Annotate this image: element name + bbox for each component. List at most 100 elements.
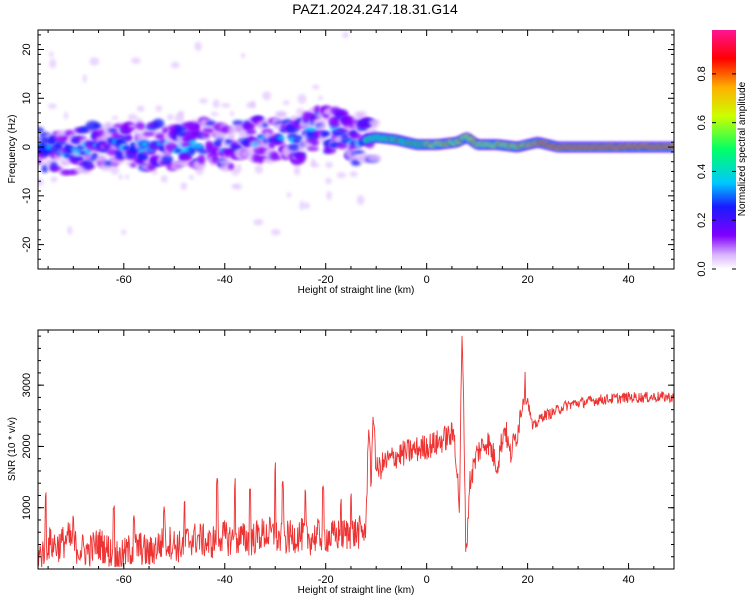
spectral-blob [82,74,87,83]
colorbar-tick-label: 0.4 [696,164,708,179]
spectral-blob [336,172,347,179]
spectral-blob [296,108,305,116]
y-tick-label: 3000 [21,373,33,397]
spectral-blob [253,219,264,226]
x-tick-label: 20 [521,574,533,586]
spectrogram-ylabel: Frequency (Hz) [7,115,18,184]
spectral-blob [329,120,342,128]
spectral-blob [310,158,316,167]
spectral-blob [56,136,70,142]
spectral-blob [38,127,45,133]
spectral-blob [205,120,216,126]
spectral-blob [50,165,63,172]
x-tick-label: -40 [217,274,233,286]
spectral-blob [49,58,57,69]
spectral-blob [296,152,307,163]
spectral-blob [92,123,102,129]
spectral-blob [311,84,320,90]
spectral-blob [325,161,333,169]
chart-title: PAZ1.2024.247.18.31.G14 [292,1,458,17]
spectral-blob [41,164,49,173]
spectral-blob [125,174,130,180]
spectral-blob [43,148,52,154]
spectral-blob [224,138,233,144]
spectral-blob [130,162,137,168]
spectral-blob [155,105,163,112]
spectral-blob [349,171,358,177]
spectral-blob [246,129,257,135]
spectral-blob [306,146,320,152]
spectral-blob [194,41,202,51]
spectral-blob [351,150,365,155]
spectral-blob [263,131,272,141]
colorbar-tick-label: 0.2 [696,213,708,228]
spectral-blob [211,153,220,164]
colorbar-label: Normalized spectral amplitude [737,81,748,216]
x-tick-label: -60 [116,274,132,286]
spectral-blob [322,131,331,137]
colorbar-tick-label: 0.8 [696,66,708,81]
spectrogram-frame [37,29,675,270]
spectral-blob [49,51,54,58]
spectral-blob [277,135,286,141]
spectral-blob [59,159,71,166]
spectral-blob [310,138,320,147]
spectral-blob [132,129,139,136]
spectral-blob [118,173,123,180]
spectral-blob [243,122,256,129]
spectral-blob [235,163,242,174]
spectral-blob [202,128,215,134]
spectral-blob [63,111,69,120]
colorbar-axis: 0.0 0.2 0.4 0.6 0.8 [696,66,736,277]
spectral-blob [314,105,321,114]
snr-panel: -60 -40 -20 0 20 40 1000 2000 3000 Height of str… [7,329,675,596]
spectral-blob [85,164,96,169]
spectral-blob [318,95,324,101]
spectral-blob [227,132,235,140]
spectral-blob [336,142,348,150]
spectral-blob [161,126,169,135]
spectrogram-axes: -60 -40 -20 0 20 40 -20 -10 0 10 20 [21,30,674,286]
spectral-blob [275,111,287,118]
spectral-blob [230,110,235,117]
spectral-blob [282,100,290,106]
spectral-blob [293,166,301,176]
spectral-blob [96,154,107,163]
spectral-blob [89,57,100,66]
spectral-blob [50,176,58,183]
spectral-blob [104,121,113,129]
spectral-blob [152,118,165,129]
y-tick-label: 0 [21,144,33,150]
spectral-blob [246,102,256,109]
spectral-blob [308,127,317,133]
snr-axes: -60 -40 -20 0 20 40 1000 2000 3000 [21,330,674,586]
colorbar-tick-label: 0.0 [696,261,708,276]
x-tick-label: 20 [521,274,533,286]
spectral-blob [254,164,263,174]
snr-xlabel: Height of straight line (km) [298,585,415,596]
x-tick-label: -60 [116,574,132,586]
x-tick-label: -20 [318,574,334,586]
spectral-blob [38,178,44,186]
x-tick-label: 0 [424,274,430,286]
y-tick-label: 20 [21,43,33,55]
spectral-blob [231,184,238,189]
x-tick-label: 40 [622,574,634,586]
x-tick-label: 40 [622,274,634,286]
spectral-blob [104,160,113,166]
spectral-blob [73,156,84,162]
spectral-blob [335,128,349,134]
spectral-blob [316,124,328,130]
y-tick-label: 1000 [21,495,33,519]
spectral-blob [248,137,259,143]
spectral-blob [218,159,231,166]
spectral-blob [121,229,127,236]
spectral-blob [47,103,57,109]
spectral-blob [303,202,310,209]
spectral-blob [180,182,188,190]
spectral-blob [111,115,119,120]
spectral-blob [271,228,281,236]
spectral-blob [290,115,300,121]
spectral-blob [351,159,361,166]
